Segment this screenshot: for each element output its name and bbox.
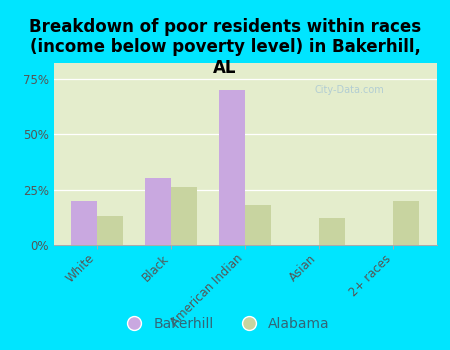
Bar [245,205,271,245]
Bar [171,187,197,245]
Bar [393,201,419,245]
Bar [219,90,245,245]
Legend: Bakerhill, Alabama: Bakerhill, Alabama [115,311,335,336]
Text: Breakdown of poor residents within races
(income below poverty level) in Bakerhi: Breakdown of poor residents within races… [29,18,421,77]
Text: City-Data.com: City-Data.com [314,85,384,95]
Bar [72,201,97,245]
Bar [319,218,345,245]
Bar [145,178,171,245]
Bar [97,216,123,245]
